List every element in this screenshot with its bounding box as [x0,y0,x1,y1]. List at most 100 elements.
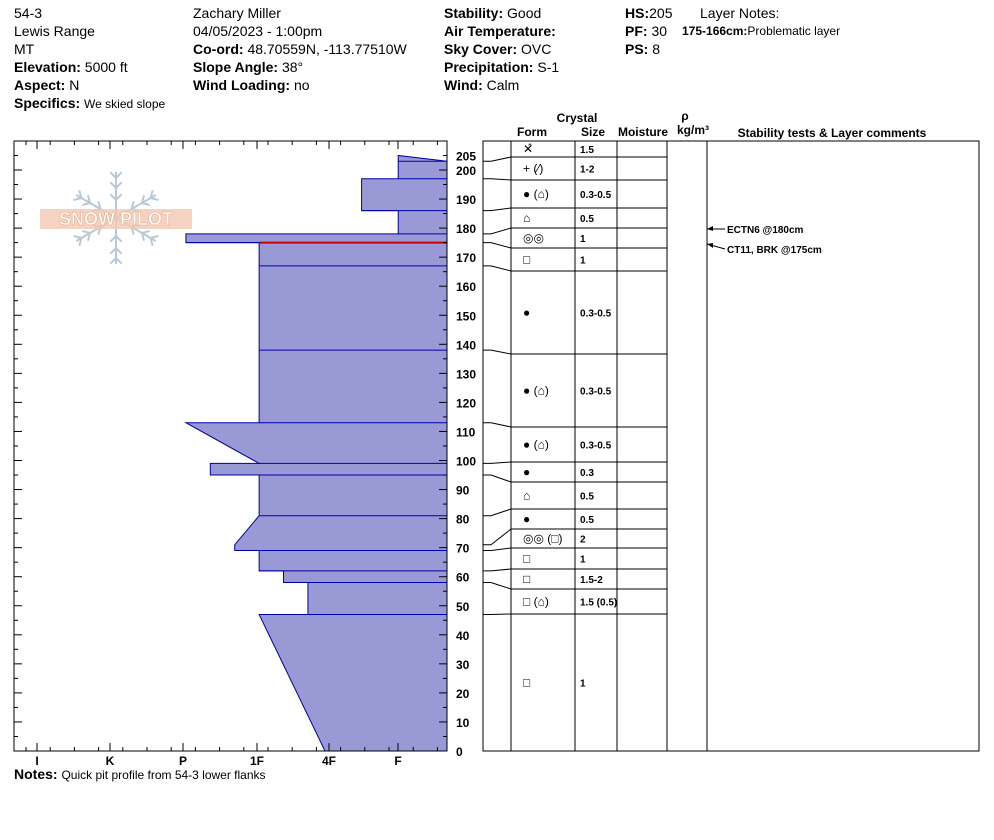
height-tick-label: 180 [456,222,476,236]
comments-header: Stability tests & Layer comments [738,126,927,140]
layer-size: 0.5 [580,515,594,526]
height-tick-label: 50 [456,600,470,614]
pf-label: PF: [625,23,648,39]
aspect-row: Aspect: N [14,76,165,94]
layer-note: 175-166cm:Problematic layer [682,22,840,40]
wind-value: Calm [486,77,520,93]
wind-label: Wind: [444,77,483,93]
layer-connector [483,207,512,212]
layer-note-range: 175-166cm: [682,24,748,38]
snowflake-branch [82,229,91,234]
ps-label: PS: [625,41,649,57]
specifics-row: Specifics: We skied slope [14,94,165,113]
height-tick-label: 60 [456,571,470,585]
snowflake-branch [78,190,83,199]
layer-connector [483,547,512,552]
snowflake-branch [115,193,123,201]
snowflake-branch [109,181,117,189]
height-tick-label: 90 [456,484,470,498]
snowflake-branch [86,195,91,204]
snowflake-branch [109,247,117,255]
sky-label: Sky Cover: [444,41,518,57]
elevation-value: 5000 ft [84,59,128,75]
snowflake-branch [109,257,117,265]
snowflake-branch [73,234,82,239]
stability-label: Stability: [444,5,504,21]
snowflake-branch [82,202,91,207]
layer-size: 2 [580,535,586,546]
layer-size: 0.5 [580,492,594,503]
header-col4: HS:205 PF: 30 PS: 8 [625,4,672,58]
coord-value: 48.70559N, -113.77510W [247,41,407,57]
layer-note-text: Problematic layer [747,24,841,38]
layer-size: 0.5 [580,214,594,225]
wind-loading-label: Wind Loading: [193,77,291,93]
layer-form: ◎◎ [523,231,544,245]
elevation-row: Elevation: 5000 ft [14,58,165,76]
layer-size: 1.5 [580,145,594,156]
hardness-area [185,155,448,752]
layer-form: □ [523,552,530,566]
layer-connector [483,582,512,590]
stability-test-arrowhead [707,226,713,231]
height-tick-label: 160 [456,280,476,294]
height-tick-label: 0 [456,745,463,759]
layer-form: ✕̂ [523,142,533,156]
slope-value: 38° [281,59,304,75]
layer-connector [483,265,512,272]
layer-form: ● (⌂) [523,187,549,201]
snowflake-branch [141,232,146,241]
hardness-tick-label: F [394,754,401,768]
crystal-header: Crystal [557,111,598,125]
snowflake-branch [78,237,83,246]
pit-id: 54-3 [14,5,43,21]
layer-size: 1 [580,234,586,245]
hs-value: 205 [649,5,673,21]
layer-connector [483,508,512,517]
aspect-label: Aspect: [14,77,66,93]
slope-row: Slope Angle: 38° [193,58,407,76]
form-header: Form [517,125,547,139]
layer-table: ✕̂ 1.5 + (⁄) 1-2 ● (⌂) 0.3-0.5 ⌂ 0.5 ◎◎ 1 □ 1 ● 0.3-0… [482,140,980,752]
precip-label: Precipitation: [444,59,534,75]
layer-form: + (⁄) [523,162,543,176]
snowflake-branch [149,237,154,246]
pf-value: 30 [651,23,668,39]
layer-form: □ (⌂) [523,595,549,609]
sky-row: Sky Cover: OVC [444,40,559,58]
hardness-profile [183,154,448,752]
snowpilot-logo: SNOW PILOT [40,171,192,265]
height-tick-label: 120 [456,396,476,410]
layer-form: ● (⌂) [523,438,549,452]
snowflake-branch [86,232,91,241]
air-temp-row: Air Temperature: [444,22,559,40]
snowflake-branch [115,247,123,255]
hardness-tick-label: 1F [250,754,264,768]
hardness-tick-label: 4F [322,754,336,768]
snowflake-branch [150,197,159,202]
moisture-header: Moisture [618,125,668,139]
layer-size: 1.5-2 [580,575,603,586]
logo-text: SNOW PILOT [59,209,173,229]
air-temp-label: Air Temperature: [444,23,556,39]
snowflake-branch [141,202,150,207]
height-tick-label: 70 [456,542,470,556]
height-tick-label: 205 [456,149,476,163]
snowflake-branch [109,235,117,243]
height-tick-label: 100 [456,455,476,469]
pf-row: PF: 30 [625,22,672,40]
hs-label: HS: [625,5,650,21]
range-name: Lewis Range [14,23,95,39]
layer-size: 0.3-0.5 [580,387,612,398]
notes-row: Notes: Quick pit profile from 54-3 lower… [14,765,266,784]
state-name: MT [14,41,35,57]
rho-header: ρ [681,109,688,123]
hs-row: HS:205 [625,4,672,22]
height-tick-label: 10 [456,716,470,730]
snowflake-branch [109,171,117,179]
hardness-tick-label: I [35,754,38,768]
snowflake-branch [115,181,123,189]
notes-label: Notes: [14,766,58,782]
layer-form: □ [523,572,530,586]
